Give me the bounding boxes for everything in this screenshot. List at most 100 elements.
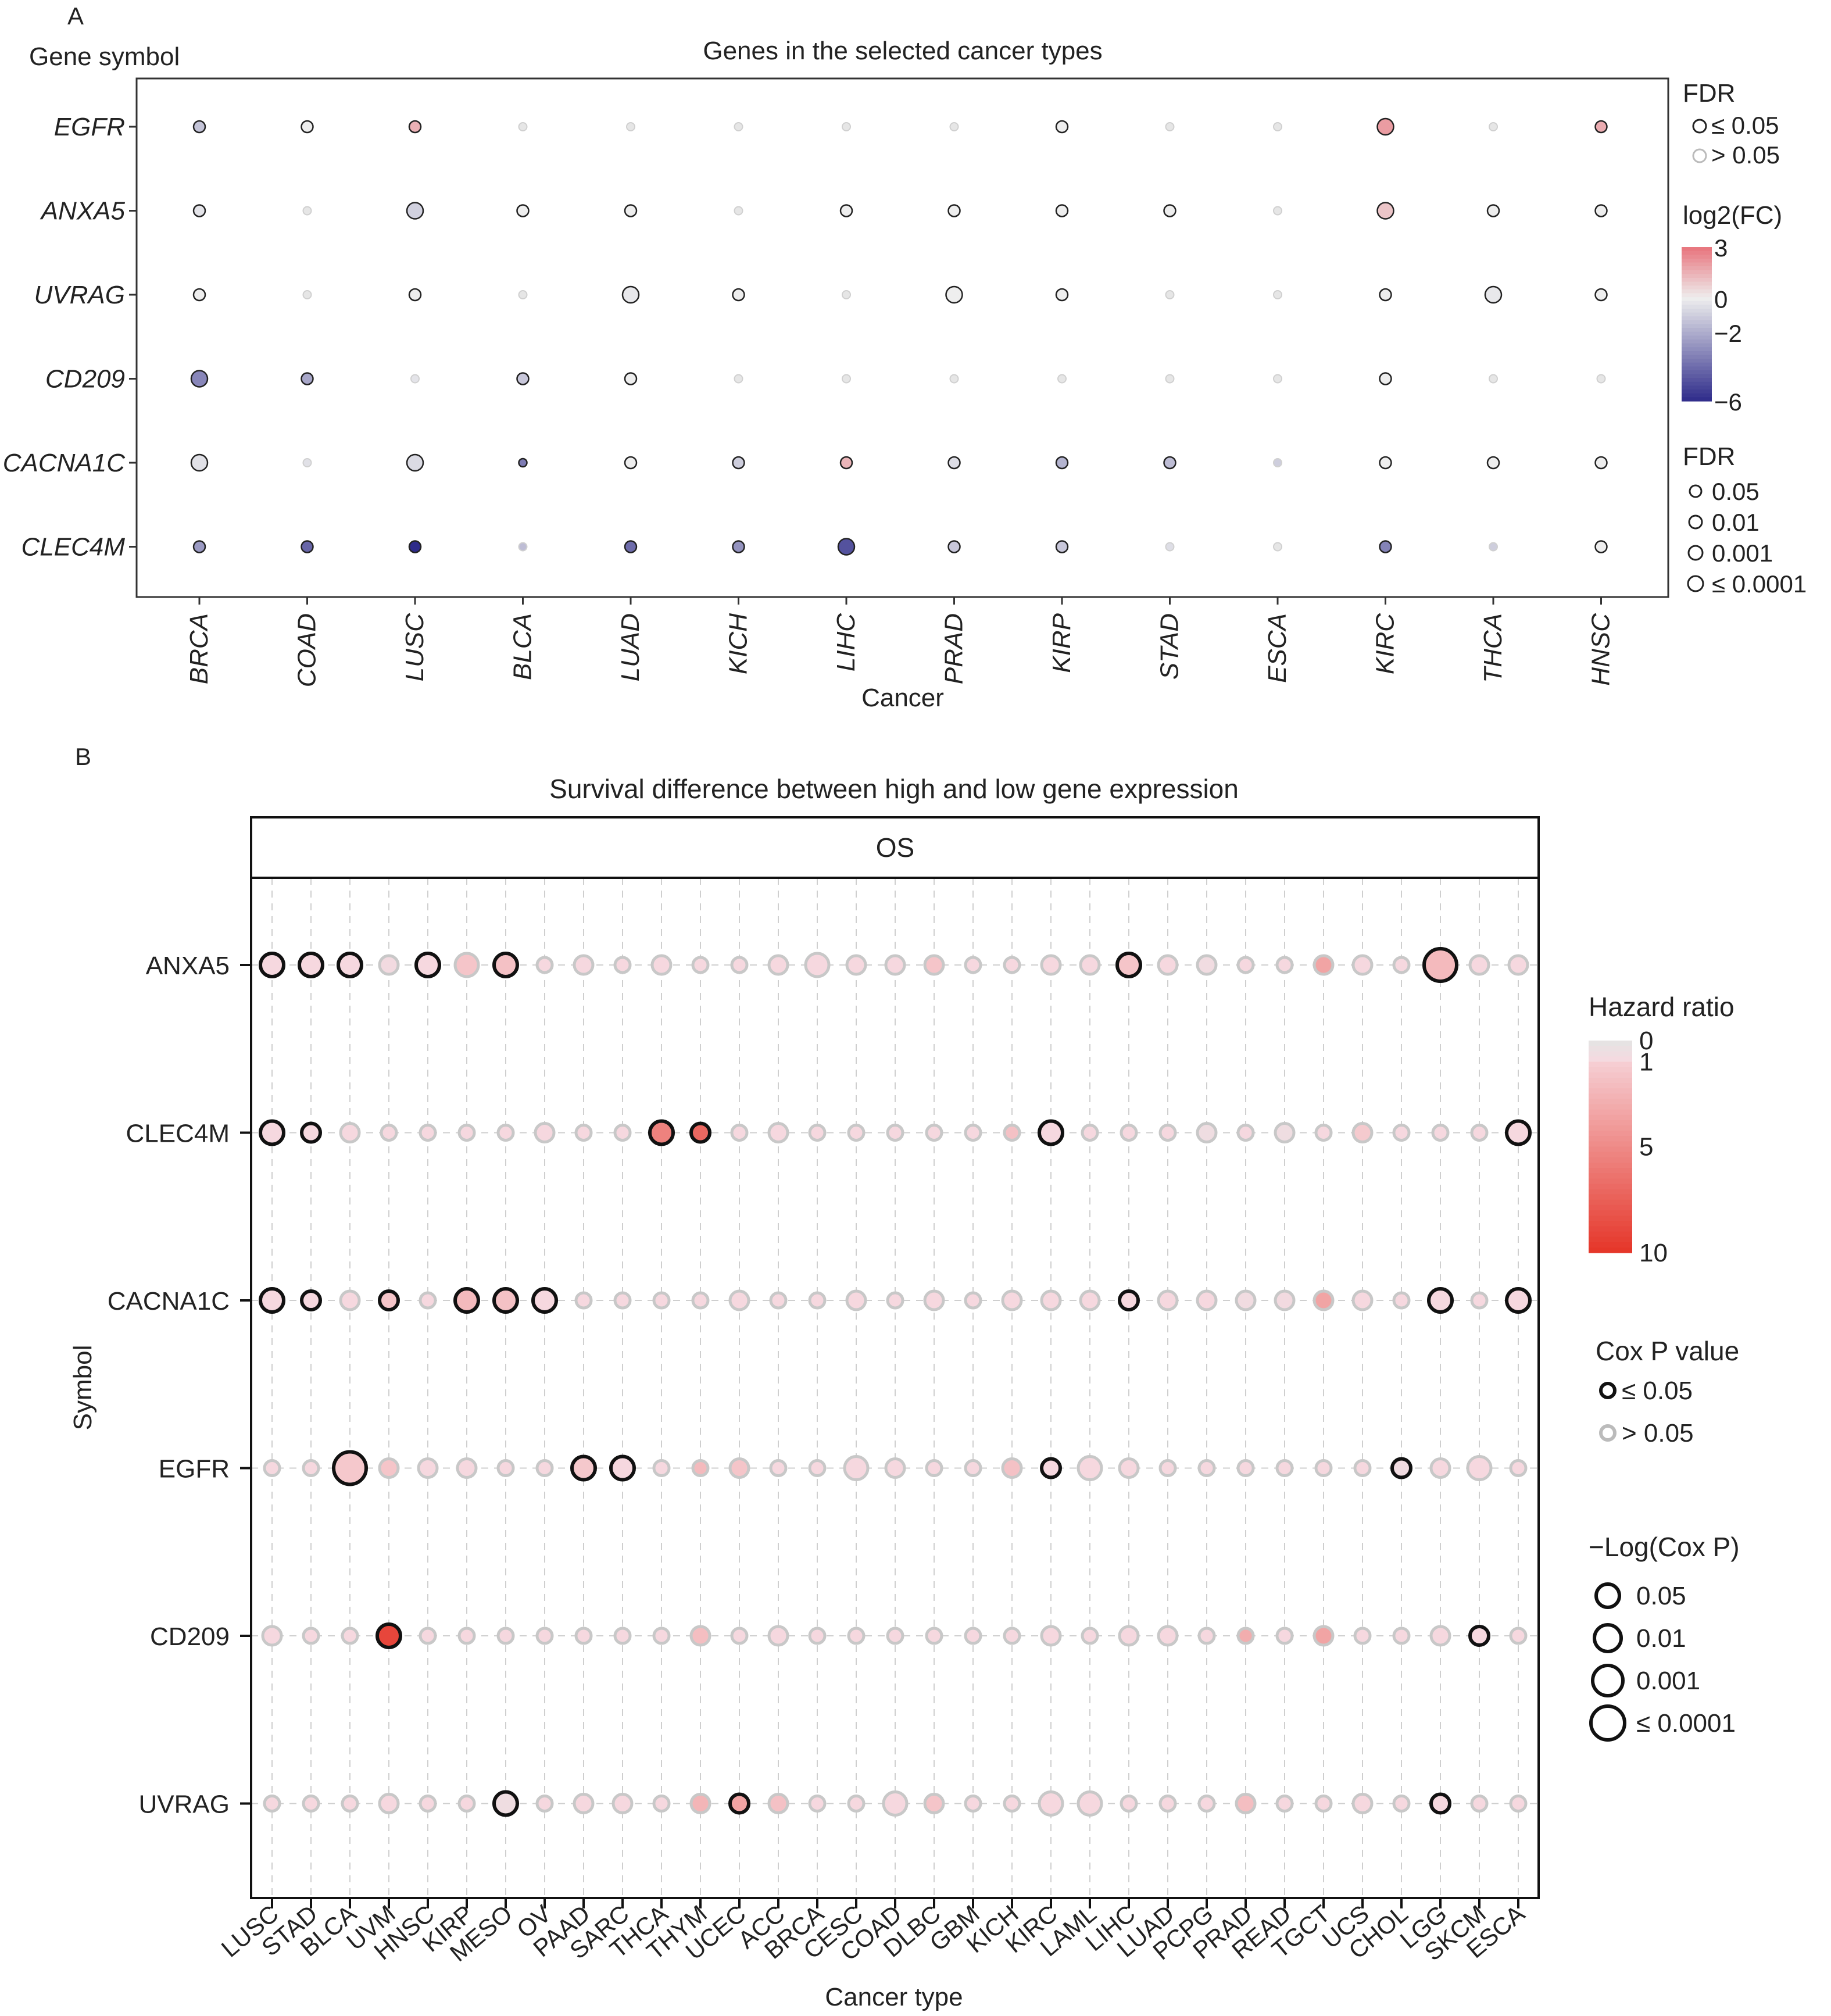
panel-a-xtick-label: HNSC: [1587, 613, 1615, 686]
panel-b-point: [1392, 956, 1411, 974]
panel-b-point: [1509, 1627, 1528, 1645]
panel-a-colorbar-step: [1682, 309, 1712, 313]
panel-b-point: [1077, 1790, 1103, 1817]
panel-b-point: [923, 1793, 945, 1814]
panel-a-ytick-label: UVRAG: [34, 281, 125, 309]
legend-a-fdr-nonsig-marker: [1692, 148, 1707, 163]
panel-a-point: [624, 456, 638, 470]
panel-b-point: [1274, 1122, 1296, 1143]
panel-b-colorbar-step: [1589, 1226, 1632, 1232]
panel-a-point: [1055, 204, 1069, 217]
panel-a-size-legend-marker: [1687, 545, 1704, 561]
panel-a-colorbar-step: [1682, 359, 1712, 363]
panel-b-point: [1470, 1124, 1489, 1142]
panel-b-point: [457, 1124, 476, 1142]
panel-a-colorbar-tick-label: −6: [1714, 388, 1742, 416]
panel-a-point: [1596, 374, 1606, 384]
panel-a-point: [1594, 540, 1608, 553]
panel-b-colorbar-step: [1589, 1088, 1632, 1094]
panel-a-point: [408, 540, 422, 553]
panel-b-colorbar-step: [1589, 1125, 1632, 1131]
panel-a-point: [947, 456, 961, 470]
panel-b-point: [1003, 1795, 1021, 1813]
panel-a-point: [1379, 372, 1392, 385]
panel-b-point: [1313, 954, 1335, 976]
panel-b-point: [419, 1627, 437, 1645]
panel-b-point: [573, 1793, 595, 1814]
panel-b-point: [341, 1627, 359, 1645]
panel-a-colorbar-step: [1682, 297, 1712, 302]
panel-b-point: [1505, 1119, 1532, 1146]
panel-a-colorbar-step: [1682, 343, 1712, 348]
panel-b-colorbar-tick-label: 10: [1639, 1239, 1668, 1267]
panel-a-point: [1489, 374, 1498, 384]
panel-b-point: [492, 1287, 519, 1314]
panel-a-xtick-label: KICH: [724, 613, 753, 674]
panel-b-colorbar-step: [1589, 1242, 1632, 1248]
panel-b-size-legend-label: ≤ 0.0001: [1636, 1709, 1736, 1738]
panel-a-colorbar-step: [1682, 301, 1712, 305]
panel-b-colorbar-step: [1589, 1051, 1632, 1057]
panel-b-colorbar-step: [1589, 1109, 1632, 1116]
panel-b-size-legend-marker: [1594, 1582, 1621, 1609]
panel-a-colorbar-step: [1682, 293, 1712, 298]
panel-b-point: [1118, 1625, 1140, 1647]
panel-a-point: [949, 122, 959, 131]
panel-b-point: [263, 1795, 281, 1813]
panel-a-point: [945, 285, 963, 304]
panel-a-point: [302, 290, 312, 299]
panel-b-size-legend-label: 0.001: [1636, 1667, 1700, 1695]
panel-a-colorbar-step: [1682, 289, 1712, 294]
panel-b-colorbar-step: [1589, 1168, 1632, 1174]
panel-b-colorbar-step: [1589, 1046, 1632, 1052]
panel-a-xtick-label: PRAD: [940, 613, 968, 684]
panel-a-point: [621, 285, 640, 304]
panel-b-point: [767, 954, 789, 976]
panel-b-colorbar-step: [1589, 1099, 1632, 1105]
panel-b-point: [534, 1122, 556, 1143]
panel-a-colorbar-step: [1682, 378, 1712, 383]
panel-a-xtick-label: STAD: [1156, 613, 1184, 680]
panel-a-size-legend-label: 0.05: [1712, 478, 1760, 505]
panel-b-label: B: [75, 743, 91, 770]
legend-b-p-nonsig-label: > 0.05: [1622, 1419, 1694, 1447]
panel-a-point: [842, 122, 851, 131]
panel-a-ytick-label: EGFR: [54, 113, 125, 141]
panel-b-point: [650, 954, 673, 976]
panel-b-size-legend-marker: [1591, 1664, 1625, 1697]
legend-b-p-sig-label: ≤ 0.05: [1622, 1377, 1693, 1405]
panel-a-point: [1376, 117, 1394, 136]
legend-a-fdr-sig-marker: [1692, 119, 1707, 134]
panel-b-colorbar-step: [1589, 1221, 1632, 1227]
panel-a-point: [301, 540, 314, 553]
panel-a-colorbar-step: [1682, 347, 1712, 352]
panel-a-colorbar-step: [1682, 320, 1712, 325]
panel-b-colorbar-step: [1589, 1236, 1632, 1243]
panel-b-point: [378, 1457, 400, 1479]
panel-a-ytick-label: ANXA5: [40, 197, 126, 226]
panel-a-point: [734, 374, 743, 384]
panel-b-point: [925, 1627, 943, 1645]
panel-b-point: [378, 1793, 400, 1814]
panel-b-point: [691, 956, 710, 974]
panel-b-point: [380, 1124, 398, 1142]
panel-a-xtick-label: LIHC: [832, 613, 860, 671]
panel-a-point: [406, 453, 424, 472]
panel-a-point: [408, 288, 422, 302]
panel-a-xtick-label: THCA: [1479, 613, 1507, 683]
panel-a-colorbar-step: [1682, 370, 1712, 375]
panel-b-point: [1429, 1457, 1451, 1479]
legend-a-fdr-sig-label: ≤ 0.05: [1711, 112, 1779, 139]
panel-a-point: [624, 540, 638, 553]
panel-b-point: [259, 1119, 285, 1146]
panel-b-point: [1236, 1124, 1255, 1142]
panel-b-point: [1236, 1627, 1255, 1645]
panel-b-point: [728, 1792, 750, 1815]
panel-a-colorbar-step: [1682, 278, 1712, 283]
panel-b-point: [1038, 1119, 1064, 1146]
panel-b-colorbar-step: [1589, 1231, 1632, 1238]
panel-b-point: [1081, 1124, 1099, 1142]
panel-b-point: [417, 1457, 439, 1479]
panel-b-point: [1040, 1625, 1062, 1647]
panel-b-colorbar: [1589, 1041, 1632, 1253]
